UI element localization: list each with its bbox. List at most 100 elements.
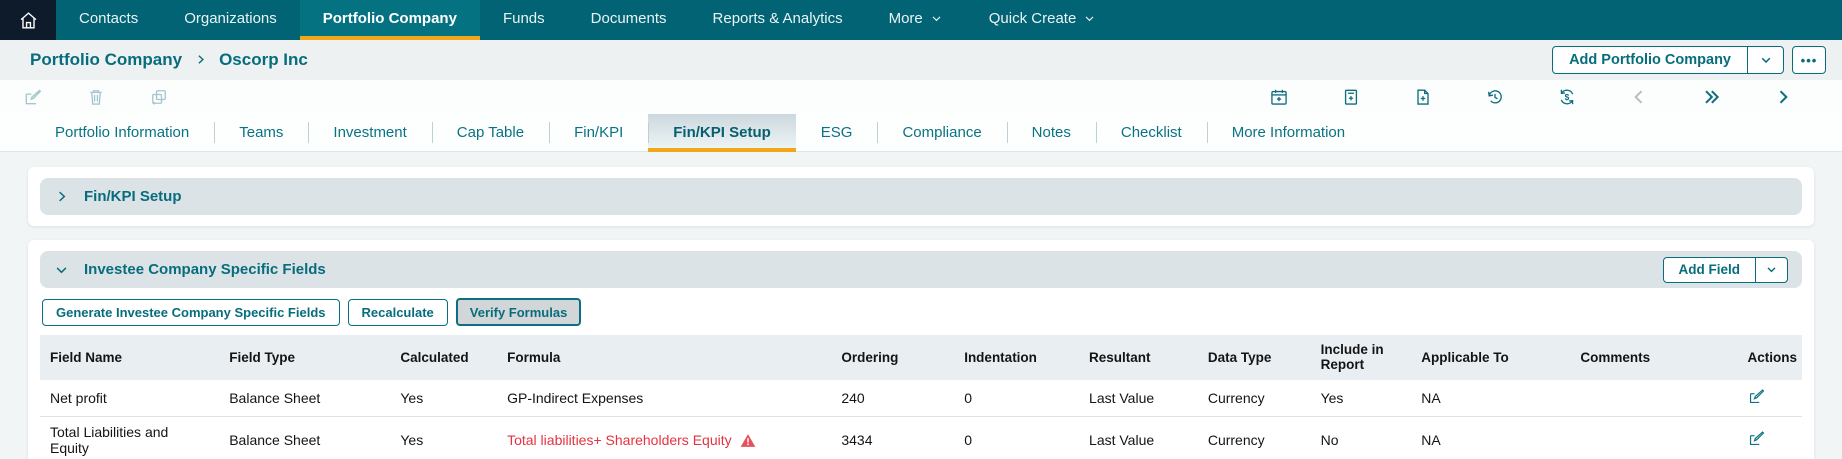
cell-formula: Total liabilities+ Shareholders Equity [497,416,832,459]
home-button[interactable] [0,0,56,40]
currency-refresh-icon[interactable]: $ [1556,86,1578,108]
field-actions-row: Generate Investee Company Specific Field… [42,298,1800,326]
warning-icon [740,433,755,447]
edit-icon[interactable] [1747,387,1766,406]
toolbar-left [22,86,170,108]
verify-formulas-button[interactable]: Verify Formulas [455,298,582,326]
cell-include-in-report: Yes [1310,379,1412,417]
history-icon[interactable] [1484,86,1506,108]
col-data-type: Data Type [1197,335,1311,380]
cell-data-type: Currency [1197,379,1311,417]
tab-more-information[interactable]: More Information [1206,114,1370,151]
col-comments: Comments [1570,335,1738,380]
fin-kpi-setup-section-header[interactable]: Fin/KPI Setup [40,178,1802,215]
nav-item-more[interactable]: More [866,0,966,40]
edit-icon[interactable] [1747,429,1766,448]
investee-fields-section-header[interactable]: Investee Company Specific Fields Add Fie… [40,251,1802,288]
section-title: Fin/KPI Setup [84,188,182,205]
main-content: Fin/KPI Setup Investee Company Specific … [0,152,1842,459]
cell-actions [1737,379,1802,417]
report-add-icon[interactable] [1340,86,1362,108]
cell-data-type: Currency [1197,416,1311,459]
add-portfolio-company-button: Add Portfolio Company [1552,46,1784,74]
record-tabs: Portfolio Information Teams Investment C… [0,114,1842,152]
add-portfolio-company-label[interactable]: Add Portfolio Company [1569,52,1731,68]
col-indentation: Indentation [954,335,1080,380]
tab-compliance[interactable]: Compliance [877,114,1006,151]
nav-item-label: More [888,9,923,27]
file-add-icon[interactable] [1412,86,1434,108]
col-include-in-report: Include in Report [1310,335,1412,380]
fin-kpi-setup-card: Fin/KPI Setup [28,167,1814,226]
tab-portfolio-information[interactable]: Portfolio Information [55,124,190,141]
tab-teams[interactable]: Teams [214,114,308,151]
tab-fin-kpi[interactable]: Fin/KPI [549,114,648,151]
nav-item-label: Reports & Analytics [712,9,843,27]
generate-fields-button[interactable]: Generate Investee Company Specific Field… [42,298,340,326]
table-header-row: Field Name Field Type Calculated Formula… [40,335,1802,380]
chevron-down-icon [56,267,67,274]
page-actions: Add Portfolio Company ••• [1552,46,1826,74]
table-row: Total Liabilities and Equity Balance She… [40,416,1802,459]
nav-item-contacts[interactable]: Contacts [56,0,161,40]
chevron-down-icon [1085,15,1094,21]
fields-table: Field Name Field Type Calculated Formula… [40,335,1802,459]
nav-item-organizations[interactable]: Organizations [161,0,300,40]
cell-field-name: Net profit [40,379,220,417]
tab-notes[interactable]: Notes [1006,114,1096,151]
investee-fields-card: Investee Company Specific Fields Add Fie… [28,240,1814,459]
nav-item-reports-analytics[interactable]: Reports & Analytics [690,0,866,40]
breadcrumb-current: Oscorp Inc [219,50,308,69]
cell-applicable-to: NA [1411,416,1571,459]
breadcrumb-row: Portfolio Company Oscorp Inc Add Portfol… [0,40,1842,80]
double-chevron-right-icon[interactable] [1700,86,1722,108]
cell-calculated: Yes [390,379,498,417]
top-nav: Contacts Organizations Portfolio Company… [0,0,1842,40]
add-field-label[interactable]: Add Field [1678,262,1741,277]
chevron-down-icon [1767,267,1776,273]
add-field-button: Add Field [1662,256,1788,283]
chevron-right-icon[interactable] [1772,86,1794,108]
col-applicable-to: Applicable To [1411,335,1571,380]
tab-fin-kpi-setup[interactable]: Fin/KPI Setup [648,114,796,152]
col-ordering: Ordering [831,335,955,380]
tab-cap-table[interactable]: Cap Table [431,114,549,151]
cell-comments [1570,416,1738,459]
cell-calculated: Yes [390,416,498,459]
calendar-add-icon[interactable] [1268,86,1290,108]
nav-item-label: Quick Create [988,9,1077,27]
nav-item-funds[interactable]: Funds [480,0,568,40]
toolbar-right: $ [1268,86,1794,108]
chevron-right-icon [59,191,66,202]
add-portfolio-company-dropdown[interactable] [1747,47,1783,73]
copy-icon[interactable] [148,86,170,108]
nav-item-portfolio-company[interactable]: Portfolio Company [299,0,480,40]
add-field-dropdown[interactable] [1755,257,1787,282]
record-toolbar: $ [0,80,1842,114]
cell-indentation: 0 [954,416,1080,459]
tab-checklist[interactable]: Checklist [1095,114,1207,151]
edit-icon[interactable] [22,86,44,108]
home-icon [20,11,36,29]
more-actions-button[interactable]: ••• [1792,46,1826,74]
recalculate-button[interactable]: Recalculate [347,298,448,326]
cell-indentation: 0 [954,379,1080,417]
breadcrumb-parent[interactable]: Portfolio Company [30,50,183,69]
formula-text: Total liabilities+ Shareholders Equity [507,432,732,448]
section-title: Investee Company Specific Fields [84,261,326,278]
delete-icon[interactable] [85,86,107,108]
cell-comments [1570,379,1738,417]
cell-resultant: Last Value [1079,379,1198,417]
col-field-type: Field Type [219,335,391,380]
col-resultant: Resultant [1079,335,1198,380]
cell-ordering: 3434 [831,416,955,459]
cell-field-type: Balance Sheet [219,416,391,459]
tab-esg[interactable]: ESG [820,124,853,141]
cell-resultant: Last Value [1079,416,1198,459]
nav-item-quick-create[interactable]: Quick Create [966,0,1120,40]
tab-investment[interactable]: Investment [308,114,431,151]
cell-applicable-to: NA [1411,379,1571,417]
cell-field-name: Total Liabilities and Equity [40,416,220,459]
nav-item-documents[interactable]: Documents [568,0,690,40]
chevron-left-icon[interactable] [1628,86,1650,108]
